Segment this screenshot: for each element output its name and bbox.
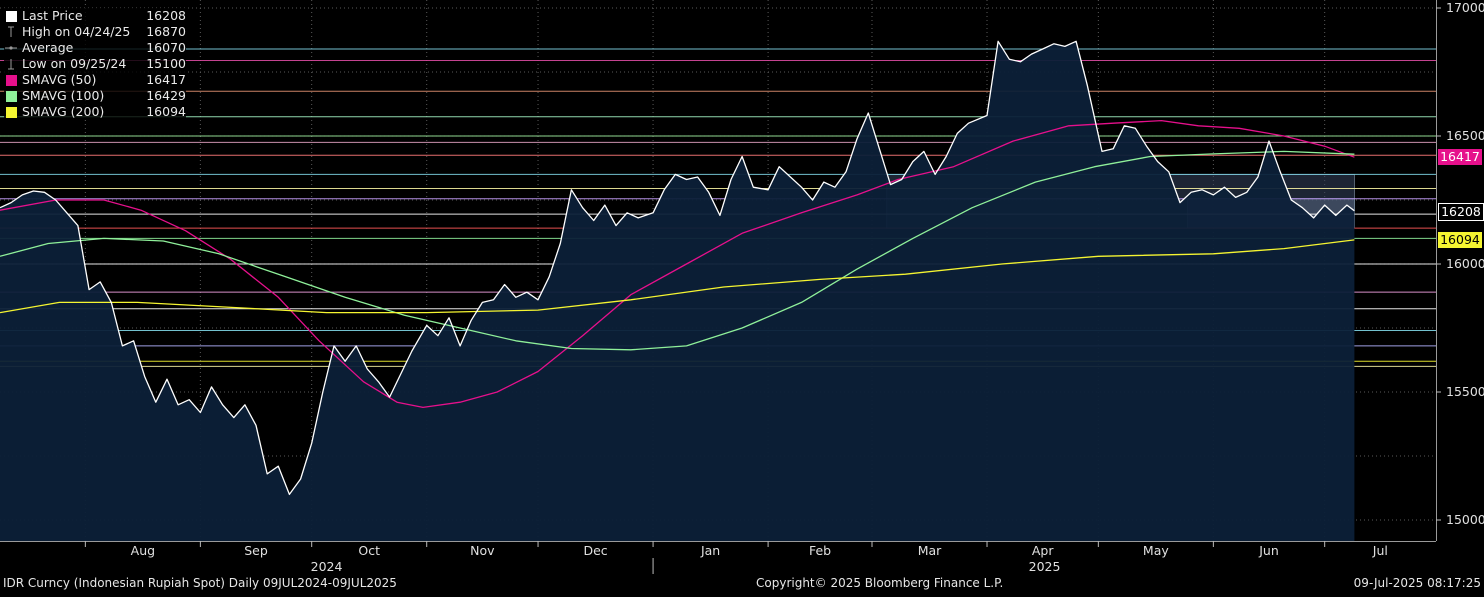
price-area-fill <box>0 41 1355 542</box>
y-tick-label: 15500 <box>1446 384 1484 399</box>
price-tag: 16417 <box>1438 149 1482 166</box>
average-line-icon <box>4 42 18 54</box>
last-price-line <box>0 40 1355 496</box>
legend-value: 16429 <box>146 88 186 103</box>
legend-label: SMAVG (50) <box>22 72 97 87</box>
y-tick-label: 16500 <box>1446 128 1484 143</box>
legend-label: High on 04/24/25 <box>22 24 131 39</box>
sma50-line <box>0 119 1355 409</box>
legend-label: Average <box>22 40 74 55</box>
white-square <box>4 10 18 22</box>
legend-item: Average 16070 <box>4 40 186 56</box>
legend-value: 15100 <box>146 56 186 71</box>
x-tick-label: Jun <box>1258 543 1279 558</box>
sma100-line <box>0 150 1355 351</box>
green-square <box>4 90 18 102</box>
magenta-square <box>4 74 18 86</box>
security-description: IDR Curncy (Indonesian Rupiah Spot) Dail… <box>3 576 397 590</box>
y-tick-label: 16000 <box>1446 256 1484 271</box>
legend-value: 16070 <box>146 40 186 55</box>
year-label: 2024 <box>311 559 343 574</box>
chart-legend: Last Price 16208 High on 04/24/25 16870 Aver… <box>4 8 186 120</box>
legend-value: 16870 <box>146 24 186 39</box>
legend-item: SMAVG (50) 16417 <box>4 72 186 88</box>
x-tick-label: Aug <box>131 543 155 558</box>
legend-label: SMAVG (100) <box>22 88 105 103</box>
legend-value: 16417 <box>146 72 186 87</box>
x-tick-label: Oct <box>358 543 380 558</box>
yellow-square <box>4 106 18 118</box>
copyright-text: Copyright© 2025 Bloomberg Finance L.P. <box>756 576 1004 590</box>
y-tick-label: 17000 <box>1446 0 1484 15</box>
x-tick-label: Dec <box>583 543 607 558</box>
x-tick-label: May <box>1143 543 1169 558</box>
legend-label: Last Price <box>22 8 83 23</box>
legend-item: Low on 09/25/24 15100 <box>4 56 186 72</box>
x-tick-label: Jul <box>1372 543 1388 558</box>
x-tick-label: Jan <box>700 543 720 558</box>
year-label: 2025 <box>1029 559 1061 574</box>
legend-value: 16094 <box>146 104 186 119</box>
sma200-line <box>0 239 1355 314</box>
timestamp-text: 09-Jul-2025 08:17:25 <box>1353 576 1481 590</box>
y-tick-label: 15000 <box>1446 512 1484 527</box>
legend-item: High on 04/24/25 16870 <box>4 24 186 40</box>
x-tick-label: Feb <box>809 543 831 558</box>
x-tick-label: Mar <box>918 543 942 558</box>
legend-label: SMAVG (200) <box>22 104 105 119</box>
x-tick-label: Apr <box>1032 543 1054 558</box>
legend-label: Low on 09/25/24 <box>22 56 127 71</box>
legend-item: SMAVG (100) 16429 <box>4 88 186 104</box>
low-marker-icon <box>4 58 18 70</box>
x-tick-label: Nov <box>470 543 495 558</box>
price-tag: 16094 <box>1438 231 1482 248</box>
legend-value: 16208 <box>146 8 186 23</box>
price-tag: 16208 <box>1438 202 1484 221</box>
x-tick-label: Sep <box>244 543 268 558</box>
chart-footer: IDR Curncy (Indonesian Rupiah Spot) Dail… <box>0 574 1484 593</box>
high-marker-icon <box>4 26 18 38</box>
legend-item: SMAVG (200) 16094 <box>4 104 186 120</box>
legend-item: Last Price 16208 <box>4 8 186 24</box>
